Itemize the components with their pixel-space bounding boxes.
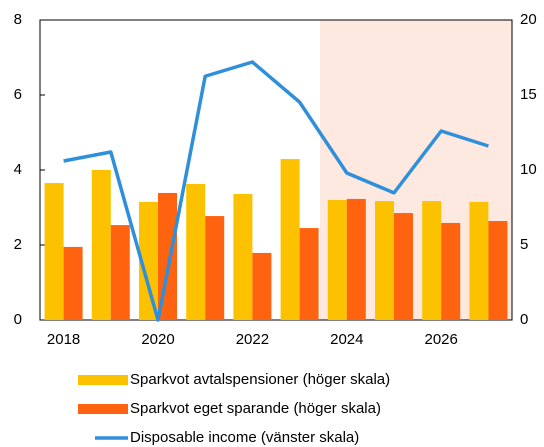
y2-tick-label: 0 [520,311,528,328]
bar [422,201,442,320]
bar [91,170,111,320]
bar [252,252,272,320]
bar [375,201,394,320]
bar [205,216,225,320]
line [63,60,489,322]
bar [327,200,347,320]
legend-label: Sparkvot eget sparande (höger skala) [130,400,381,417]
bar [233,194,253,320]
legend-swatch [78,404,128,414]
y-tick-label: 6 [14,86,22,103]
bar [299,228,319,320]
legend-swatch [78,375,128,385]
y-tick-label: 2 [14,236,22,253]
bar [488,221,508,320]
legend-label: Sparkvot avtalspensioner (höger skala) [130,371,390,388]
x-tick-label: 2026 [425,331,458,348]
y-tick-label: 0 [14,311,22,328]
bar [44,183,64,320]
bar [394,213,413,320]
y2-tick-label: 5 [520,236,528,253]
x-tick-label: 2018 [47,331,80,348]
bar [110,225,130,320]
x-tick-label: 2020 [141,331,174,348]
y-tick-label: 4 [14,161,22,178]
bar [186,183,206,320]
y-tick-label: 8 [14,11,22,28]
legend-label: Disposable income (vänster skala) [130,429,359,446]
x-tick-label: 2024 [330,331,363,348]
y2-tick-label: 20 [520,11,537,28]
x-tick-label: 2022 [236,331,269,348]
bar [63,246,83,320]
bar [346,198,366,320]
bar [139,201,158,320]
bar [469,201,489,320]
bar [441,222,461,320]
y2-tick-label: 15 [520,86,537,103]
y2-tick-label: 10 [520,161,537,178]
bar [280,159,300,320]
